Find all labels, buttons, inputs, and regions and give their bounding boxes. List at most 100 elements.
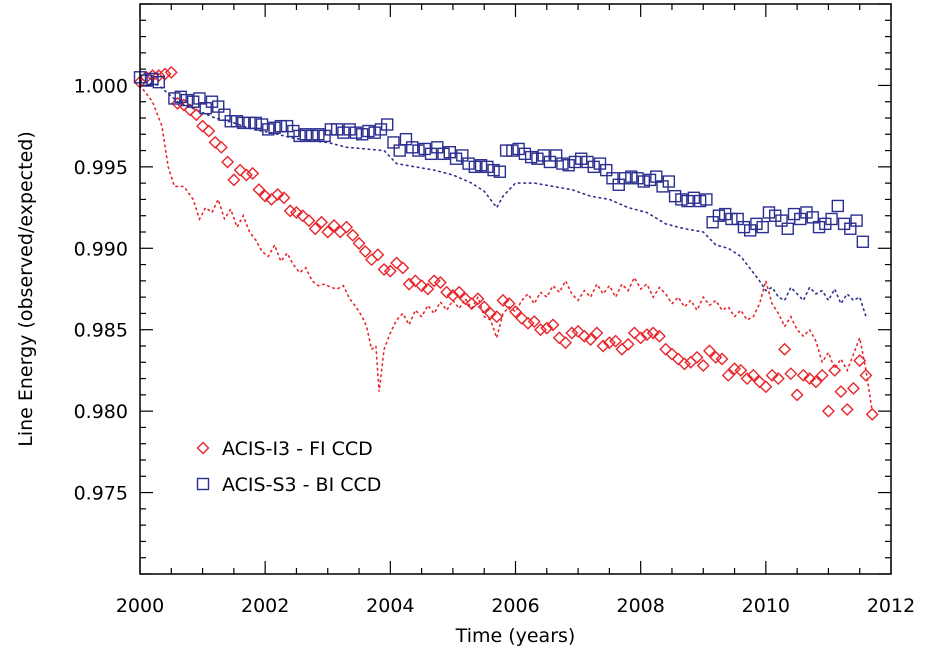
- bi-ccd-point: [468, 160, 482, 174]
- fi-ccd-point: [621, 337, 635, 351]
- fi-ccd-point: [196, 119, 210, 133]
- bi-ccd-point: [212, 100, 225, 113]
- fi-ccd-point: [390, 256, 404, 270]
- fi-ccd-point: [208, 135, 222, 149]
- bi-ccd-point: [262, 123, 275, 136]
- bi-ccd-point: [218, 108, 231, 121]
- fi-ccd-point: [365, 253, 379, 267]
- bi-ccd-point: [687, 191, 701, 205]
- bi-ccd-point: [168, 92, 181, 105]
- fi-ccd-point: [602, 336, 616, 350]
- fi-ccd-point: [609, 334, 623, 348]
- fi-ccd-point: [458, 292, 472, 306]
- fi-ccd-point: [803, 372, 817, 386]
- bi-ccd-point: [524, 150, 538, 164]
- y-tick-label: 0.975: [74, 483, 128, 505]
- bi-ccd-point: [681, 194, 694, 208]
- fi-ccd-point: [584, 332, 598, 346]
- y-tick-label: 0.995: [74, 157, 128, 179]
- fi-ccd-point: [340, 220, 354, 234]
- fi-ccd-point: [502, 297, 516, 311]
- fi-ccd-point: [721, 368, 735, 382]
- fi-ccd-point: [202, 124, 216, 138]
- bi-ccd-point: [299, 128, 313, 141]
- fi-ccd-point: [778, 342, 792, 356]
- bi-ccd-point: [825, 212, 838, 226]
- bi-ccd-point: [481, 160, 494, 174]
- fi-ccd-point: [671, 352, 685, 366]
- bi-ccd-point: [443, 145, 456, 159]
- fi-ccd-point: [859, 368, 873, 382]
- plot-frame: [139, 3, 892, 575]
- fi-ccd-point: [509, 305, 522, 319]
- fi-ccd-point: [696, 359, 710, 373]
- fi-ccd-point: [821, 404, 835, 418]
- x-tick-label: 2012: [867, 595, 915, 617]
- fi-ccd-point: [634, 331, 648, 345]
- bi-ccd-point: [668, 189, 682, 203]
- bi-ccd-point: [305, 129, 319, 143]
- fi-ccd-point: [715, 352, 729, 366]
- bi-ccd-point: [474, 159, 488, 172]
- bi-ccd-point: [487, 163, 500, 177]
- bi-ccd-point: [543, 155, 557, 169]
- x-tick-label: 2008: [616, 595, 664, 617]
- bi-ccd-point: [355, 128, 369, 141]
- fi-ccd-point: [433, 275, 447, 289]
- bi-ccd-point: [186, 95, 200, 108]
- y-tick-label: 0.985: [74, 320, 128, 342]
- bi-ccd-point: [193, 92, 206, 105]
- y-tick-label: 0.980: [74, 401, 128, 423]
- fi-ccd-point: [490, 310, 504, 324]
- axis-tick-labels: 2000 2002 2004 2006 2008 2010 2012 0.975 0.980 0.…: [74, 75, 916, 617]
- x-tick-label: 2004: [366, 595, 414, 617]
- fi-ccd-point: [740, 372, 754, 386]
- bi-ccd-point: [462, 157, 475, 170]
- bi-ccd-point: [274, 119, 288, 133]
- bi-ccd-point: [174, 90, 187, 104]
- bi-ccd-point: [643, 173, 657, 187]
- legend-label: ACIS-I3 - FI CCD: [222, 438, 373, 460]
- bi-ccd-point: [349, 126, 363, 139]
- fi-ccd-point: [828, 363, 842, 377]
- bi-ccd-point: [762, 206, 776, 219]
- fi-ccd-point: [753, 375, 767, 389]
- bi-ccd-point: [199, 102, 212, 115]
- bi-ccd-point: [362, 124, 375, 138]
- legend-marker-fi: [196, 441, 210, 455]
- fi-ccd-point: [483, 306, 497, 320]
- fi-ccd-point: [214, 140, 228, 154]
- plot-area: [133, 65, 879, 421]
- bi-ccd-point: [631, 172, 644, 185]
- bi-ccd-point: [794, 212, 807, 226]
- y-tick-label: 1.000: [74, 75, 128, 97]
- bi-ccd-point: [706, 216, 719, 229]
- bi-ccd-point: [562, 159, 575, 172]
- fi-ccd-point: [746, 368, 760, 382]
- fi-ccd-point: [246, 166, 260, 180]
- dotted-series-line: [139, 79, 867, 318]
- bi-ccd-point: [725, 212, 738, 226]
- bi-ccd-point: [437, 147, 450, 161]
- fi-ccd-point: [515, 311, 529, 325]
- fi-ccd-point: [396, 261, 410, 275]
- fi-ccd-point: [853, 354, 867, 368]
- bi-ccd-point: [693, 194, 707, 208]
- legend-marker-bi: [196, 477, 210, 491]
- bi-ccd-point: [249, 116, 262, 130]
- fi-ccd-point: [327, 218, 341, 232]
- fi-ccd-point: [452, 285, 466, 299]
- bi-ccd-point: [806, 211, 819, 224]
- bi-ccd-point: [506, 144, 519, 157]
- y-axis-title: Line Energy (observed/expected): [15, 131, 37, 447]
- fi-ccd-point: [496, 293, 510, 307]
- fi-ccd-point: [527, 315, 541, 329]
- fi-ccd-point: [408, 274, 422, 288]
- bi-ccd-point: [775, 214, 788, 227]
- fi-ccd-point: [308, 222, 322, 236]
- bi-ccd-point: [268, 121, 281, 134]
- fi-ccd-point: [771, 372, 785, 386]
- bi-ccd-point: [146, 72, 159, 86]
- fi-ccd-point: [289, 205, 303, 219]
- bi-ccd-point: [412, 144, 425, 157]
